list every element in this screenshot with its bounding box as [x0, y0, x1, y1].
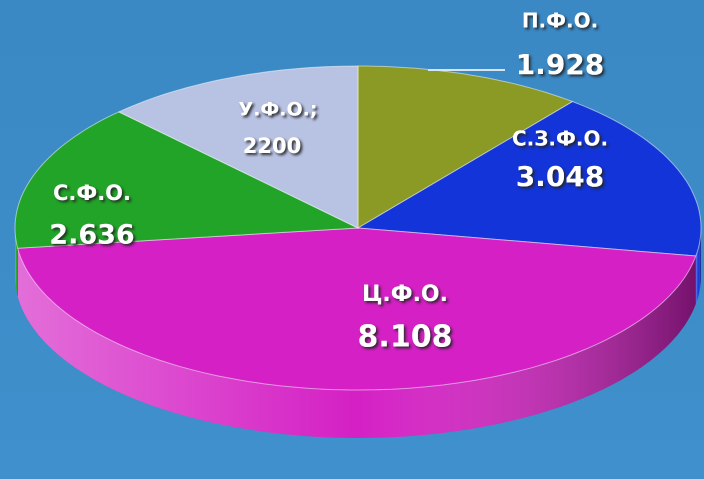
slice-value: 8.108: [358, 320, 453, 355]
slice-label: С.Ф.О.: [53, 181, 131, 205]
pie-side-shade: [17, 248, 696, 438]
pie-slice: [14, 111, 360, 249]
pie-slice: [356, 101, 702, 257]
pie-side-shade: [695, 228, 701, 304]
slice-label: П.Ф.О.: [522, 9, 598, 33]
slice-value: 3.048: [516, 160, 605, 193]
pie-slice: [357, 65, 574, 229]
slice-value: 2.636: [49, 220, 134, 251]
pie-slice: [117, 65, 359, 229]
slice-value: 1.928: [516, 48, 605, 81]
slice-label: У.Ф.О.;: [239, 99, 318, 121]
pie-slice: [17, 227, 697, 391]
slice-label: Ц.Ф.О.: [362, 282, 448, 307]
pie-side-shade: [15, 228, 18, 297]
slice-label: С.З.Ф.О.: [512, 127, 608, 151]
slice-value: 2200: [243, 134, 301, 158]
